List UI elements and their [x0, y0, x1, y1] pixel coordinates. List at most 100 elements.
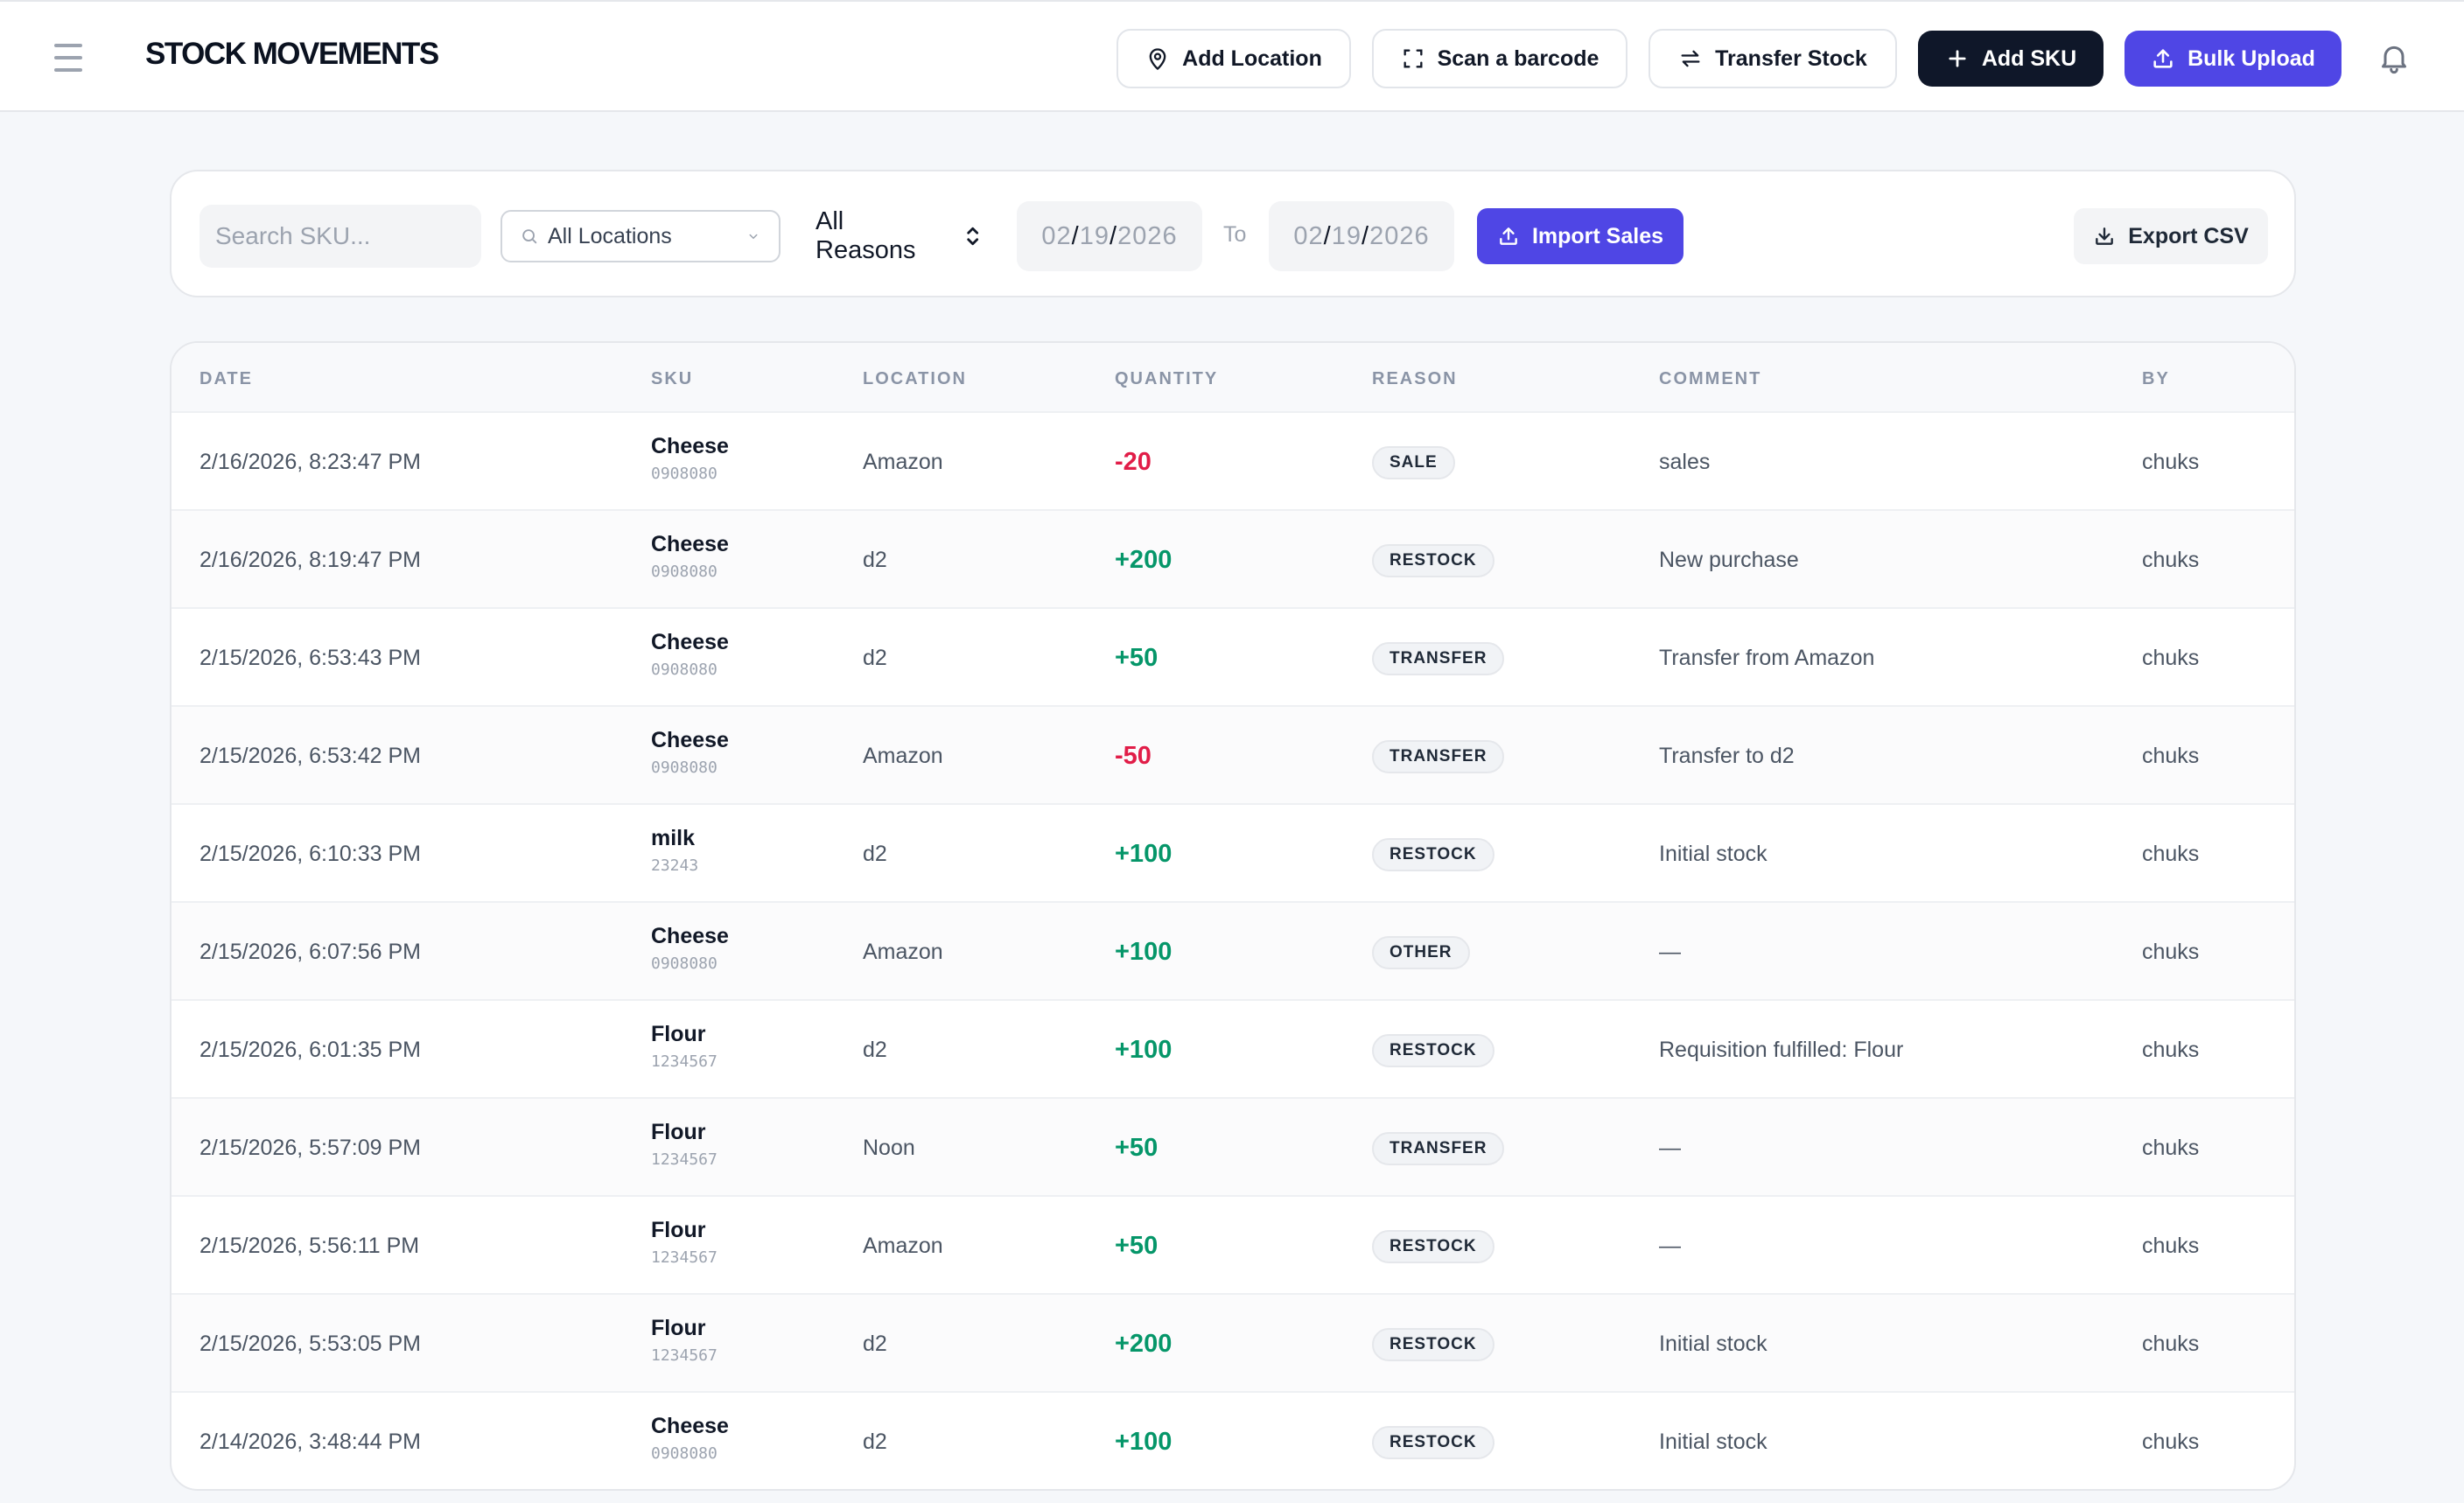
sku-code: 0908080 [651, 954, 718, 973]
row-quantity: +100 [1115, 938, 1172, 966]
to-label: To [1223, 222, 1247, 247]
table-row[interactable]: 2/15/2026, 5:53:05 PM Flour 1234567 d2 +2… [172, 1295, 2294, 1393]
search-icon [522, 229, 537, 244]
table-row[interactable]: 2/15/2026, 6:10:33 PM milk 23243 d2 +100 … [172, 805, 2294, 903]
column-header-reason[interactable]: REASON [1372, 369, 1458, 388]
date-from-month: 02 [1041, 221, 1072, 250]
menu-icon[interactable] [54, 44, 89, 72]
table-row[interactable]: 2/15/2026, 6:01:35 PM Flour 1234567 d2 +1… [172, 1001, 2294, 1099]
row-by: chuks [2142, 646, 2200, 670]
sku-code: 0908080 [651, 1444, 718, 1463]
date-from-year: 2026 [1117, 221, 1178, 250]
table-row[interactable]: 2/14/2026, 3:48:44 PM Cheese 0908080 d2 +… [172, 1393, 2294, 1489]
row-reason: RESTOCK [1372, 838, 1494, 871]
table-row[interactable]: 2/16/2026, 8:19:47 PM Cheese 0908080 d2 +… [172, 511, 2294, 609]
table-row[interactable]: 2/15/2026, 6:53:43 PM Cheese 0908080 d2 +… [172, 609, 2294, 707]
row-sku: Flour 1234567 [651, 1316, 718, 1365]
row-by: chuks [2142, 940, 2200, 964]
row-location: d2 [863, 646, 887, 670]
table-row[interactable]: 2/16/2026, 8:23:47 PM Cheese 0908080 Amaz… [172, 413, 2294, 511]
add-location-label: Add Location [1182, 45, 1322, 71]
row-by: chuks [2142, 450, 2200, 474]
row-reason: RESTOCK [1372, 1230, 1494, 1263]
reason-badge: OTHER [1372, 936, 1470, 969]
import-sales-label: Import Sales [1531, 223, 1664, 248]
location-select[interactable]: All Locations [500, 210, 780, 262]
row-location: Amazon [863, 940, 943, 964]
export-csv-button[interactable]: Export CSV [2074, 208, 2268, 264]
reason-select[interactable]: All Reasons [803, 207, 994, 264]
column-header-comment[interactable]: COMMENT [1659, 369, 1762, 388]
date-from-day: 19 [1079, 221, 1110, 250]
row-date: 2/15/2026, 5:56:11 PM [200, 1234, 420, 1258]
row-quantity: +50 [1115, 644, 1158, 672]
reason-badge: RESTOCK [1372, 1328, 1494, 1361]
date-from-input[interactable]: 02/19/2026 [1017, 201, 1202, 271]
add-location-button[interactable]: Add Location [1116, 29, 1351, 88]
table-row[interactable]: 2/15/2026, 6:07:56 PM Cheese 0908080 Amaz… [172, 903, 2294, 1001]
upload-icon [1500, 227, 1517, 245]
sku-name: Flour [651, 1218, 706, 1242]
row-date: 2/15/2026, 6:01:35 PM [200, 1038, 421, 1062]
row-by: chuks [2142, 842, 2200, 866]
row-location: Noon [863, 1136, 915, 1160]
row-by: chuks [2142, 548, 2200, 572]
row-by: chuks [2142, 744, 2200, 768]
row-location: d2 [863, 1038, 887, 1062]
row-sku: Cheese 0908080 [651, 434, 729, 483]
filter-bar: All Locations All Reasons 02/19/2026 To … [170, 170, 2296, 297]
row-quantity: +100 [1115, 1428, 1172, 1456]
row-date: 2/16/2026, 8:23:47 PM [200, 450, 421, 474]
reason-badge: TRANSFER [1372, 1132, 1505, 1165]
row-sku: Cheese 0908080 [651, 924, 729, 973]
transfer-arrows-icon [1681, 50, 1700, 67]
table-row[interactable]: 2/15/2026, 5:57:09 PM Flour 1234567 Noon … [172, 1099, 2294, 1197]
row-by: chuks [2142, 1430, 2200, 1454]
column-header-date[interactable]: DATE [200, 369, 253, 388]
row-comment: Initial stock [1659, 842, 1768, 866]
upload-icon [2153, 49, 2173, 68]
row-by: chuks [2142, 1038, 2200, 1062]
date-to-input[interactable]: 02/19/2026 [1269, 201, 1454, 271]
sku-code: 0908080 [651, 758, 718, 777]
table-row[interactable]: 2/15/2026, 6:53:42 PM Cheese 0908080 Amaz… [172, 707, 2294, 805]
row-quantity: -50 [1115, 742, 1152, 770]
sku-name: Flour [651, 1022, 706, 1046]
column-header-sku[interactable]: SKU [651, 369, 694, 388]
row-quantity: +50 [1115, 1134, 1158, 1162]
reason-select-value: All Reasons [816, 207, 916, 264]
column-header-by[interactable]: BY [2142, 369, 2170, 388]
column-header-quantity[interactable]: QUANTITY [1115, 369, 1219, 388]
bulk-upload-button[interactable]: Bulk Upload [2124, 31, 2342, 87]
row-sku: Cheese 0908080 [651, 532, 729, 581]
row-by: chuks [2142, 1332, 2200, 1356]
search-sku-input[interactable] [200, 205, 481, 268]
top-bar: STOCK MOVEMENTS Add Location Scan a barc… [0, 0, 2464, 112]
sku-name: Cheese [651, 630, 729, 654]
bulk-upload-label: Bulk Upload [2188, 45, 2315, 71]
row-location: d2 [863, 1332, 887, 1356]
row-reason: TRANSFER [1372, 1132, 1505, 1165]
import-sales-button[interactable]: Import Sales [1477, 208, 1684, 264]
scan-barcode-button[interactable]: Scan a barcode [1372, 29, 1628, 88]
row-sku: Flour 1234567 [651, 1120, 718, 1169]
reason-badge: SALE [1372, 446, 1455, 479]
sku-code: 0908080 [651, 465, 718, 483]
bell-icon[interactable] [2376, 40, 2412, 75]
sku-name: Cheese [651, 1414, 729, 1438]
date-to-month: 02 [1293, 221, 1324, 250]
sku-code: 0908080 [651, 563, 718, 581]
row-sku: Flour 1234567 [651, 1218, 718, 1267]
reason-badge: RESTOCK [1372, 838, 1494, 871]
add-sku-button[interactable]: Add SKU [1918, 31, 2104, 87]
table-row[interactable]: 2/15/2026, 5:56:11 PM Flour 1234567 Amazo… [172, 1197, 2294, 1295]
column-header-location[interactable]: LOCATION [863, 369, 967, 388]
row-by: chuks [2142, 1136, 2200, 1160]
row-quantity: +100 [1115, 1036, 1172, 1064]
row-sku: milk 23243 [651, 826, 698, 875]
row-location: Amazon [863, 744, 943, 768]
map-pin-icon [1149, 48, 1166, 70]
sku-name: Flour [651, 1120, 706, 1144]
sku-name: Flour [651, 1316, 706, 1340]
transfer-stock-button[interactable]: Transfer Stock [1648, 29, 1897, 88]
